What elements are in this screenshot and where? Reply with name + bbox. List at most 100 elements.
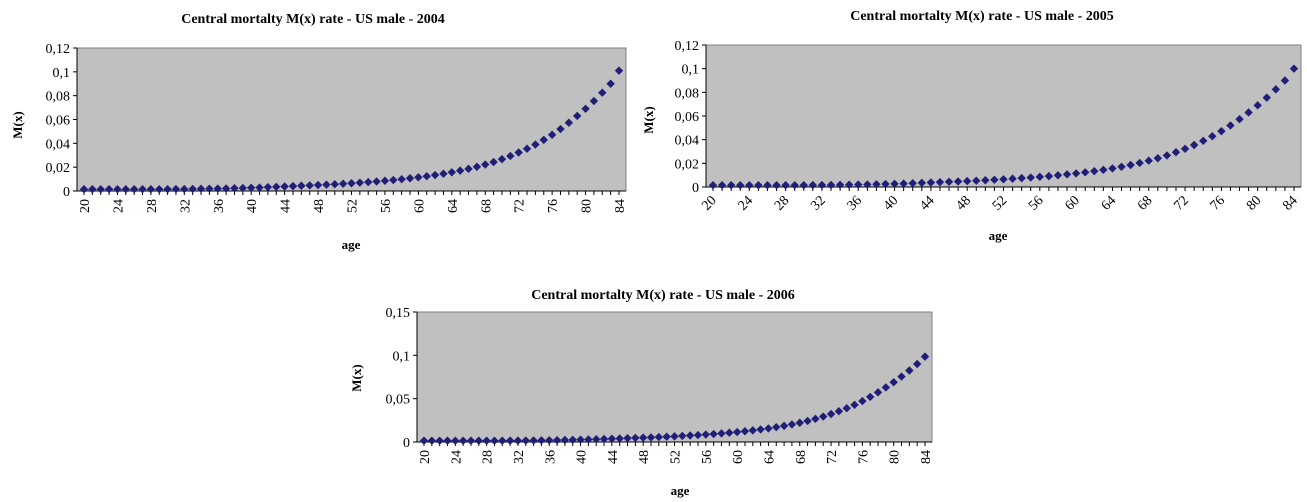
data-point bbox=[313, 180, 323, 190]
data-point bbox=[556, 124, 565, 134]
data-point bbox=[795, 418, 804, 427]
data-point bbox=[568, 435, 577, 445]
x-tick-label: 76 bbox=[856, 450, 871, 464]
x-tick-label: 44 bbox=[917, 193, 938, 214]
data-point bbox=[466, 436, 476, 445]
data-point bbox=[808, 180, 818, 190]
data-point bbox=[646, 433, 656, 442]
data-point bbox=[693, 430, 703, 440]
data-point bbox=[685, 431, 695, 440]
data-point bbox=[1035, 172, 1045, 182]
plot-area bbox=[705, 44, 1302, 188]
data-point bbox=[513, 436, 523, 445]
data-point bbox=[88, 185, 97, 194]
x-tick-label: 80 bbox=[580, 199, 595, 213]
chart-title: Central mortalty M(x) rate - US male - 2… bbox=[850, 9, 1114, 24]
data-point bbox=[844, 180, 854, 189]
data-point bbox=[188, 184, 197, 194]
y-tick-label: 0,1 bbox=[53, 66, 71, 81]
y-tick-label: 0,02 bbox=[675, 157, 700, 172]
x-tick-label: 80 bbox=[888, 450, 903, 464]
x-tick-label: 52 bbox=[990, 193, 1011, 214]
y-tick-label: 0,1 bbox=[682, 63, 700, 78]
data-point bbox=[1081, 168, 1090, 177]
x-axis-label: age bbox=[989, 228, 1008, 243]
data-point bbox=[709, 429, 718, 439]
x-tick-label: 64 bbox=[446, 199, 461, 213]
data-point bbox=[521, 436, 530, 445]
x-tick-label: 60 bbox=[1062, 193, 1083, 214]
x-tick-label: 56 bbox=[700, 450, 715, 464]
data-point bbox=[863, 180, 872, 189]
x-tick-label: 48 bbox=[312, 199, 327, 213]
data-point bbox=[489, 157, 498, 167]
x-tick-label: 84 bbox=[613, 199, 628, 213]
data-point bbox=[1144, 156, 1153, 165]
data-point bbox=[592, 435, 601, 444]
data-point bbox=[917, 178, 926, 188]
data-point bbox=[981, 176, 990, 185]
y-tick-label: 0 bbox=[692, 181, 699, 196]
data-point bbox=[514, 148, 523, 157]
plot-area bbox=[76, 47, 627, 192]
data-point bbox=[1280, 76, 1290, 85]
data-point bbox=[589, 96, 599, 106]
x-tick-label: 40 bbox=[245, 199, 260, 213]
data-point bbox=[726, 181, 736, 190]
data-point bbox=[481, 160, 490, 169]
data-point bbox=[464, 164, 473, 174]
x-tick-label: 40 bbox=[575, 450, 590, 464]
data-point bbox=[272, 182, 281, 192]
x-tick-label: 64 bbox=[762, 450, 777, 464]
data-point bbox=[221, 184, 231, 193]
data-point bbox=[819, 412, 828, 421]
data-point bbox=[472, 162, 482, 172]
data-point bbox=[638, 433, 648, 442]
data-point bbox=[1099, 165, 1108, 175]
data-point bbox=[708, 181, 718, 190]
data-point bbox=[129, 185, 139, 194]
data-point bbox=[288, 181, 298, 191]
x-tick-label: 24 bbox=[736, 193, 757, 214]
data-point bbox=[972, 176, 981, 185]
data-point bbox=[322, 180, 331, 189]
x-tick-label: 24 bbox=[449, 450, 464, 464]
data-point bbox=[811, 414, 820, 424]
data-point bbox=[389, 175, 398, 185]
x-tick-label: 80 bbox=[1244, 193, 1265, 214]
data-point bbox=[772, 181, 781, 190]
data-point bbox=[1262, 93, 1271, 102]
x-axis-label: age bbox=[342, 237, 361, 252]
x-tick-label: 56 bbox=[1026, 193, 1047, 214]
data-point bbox=[364, 177, 373, 187]
x-tick-label: 68 bbox=[1135, 193, 1156, 214]
data-point bbox=[920, 352, 930, 361]
x-tick-label: 56 bbox=[379, 199, 394, 213]
data-point bbox=[490, 436, 499, 445]
data-point bbox=[474, 436, 483, 445]
data-point bbox=[772, 422, 781, 432]
data-point bbox=[1090, 166, 1099, 176]
data-point bbox=[482, 436, 491, 445]
chart-2004-svg: Central mortalty M(x) rate - US male - 2… bbox=[10, 12, 628, 252]
data-point bbox=[497, 154, 507, 164]
y-tick-label: 0,12 bbox=[675, 39, 700, 54]
data-point bbox=[255, 183, 264, 192]
data-point bbox=[1135, 158, 1144, 168]
data-point bbox=[414, 173, 423, 182]
data-point bbox=[238, 183, 248, 193]
data-point bbox=[439, 169, 448, 178]
x-tick-label: 36 bbox=[212, 199, 227, 213]
y-tick-label: 0,08 bbox=[46, 90, 71, 105]
data-point bbox=[263, 182, 273, 192]
data-point bbox=[1017, 173, 1026, 183]
data-point bbox=[897, 372, 906, 381]
data-point bbox=[196, 184, 206, 194]
data-point bbox=[999, 175, 1008, 184]
data-point bbox=[826, 409, 836, 419]
data-point bbox=[872, 180, 881, 189]
x-tick-label: 36 bbox=[845, 193, 866, 214]
data-point bbox=[912, 359, 922, 369]
data-point bbox=[962, 176, 972, 186]
data-point bbox=[545, 436, 554, 445]
